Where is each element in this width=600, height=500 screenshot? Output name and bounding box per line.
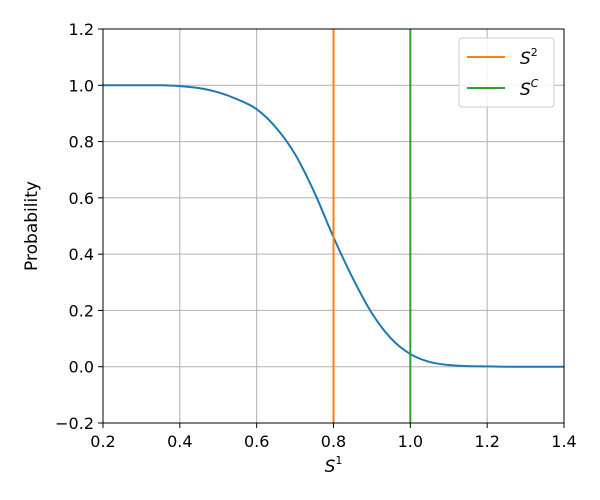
y-tick-label: 0.4 (69, 245, 94, 264)
y-tick-label: 0.6 (69, 189, 94, 208)
legend-label-s2-base: S (520, 49, 531, 69)
x-tick-label: 0.2 (90, 432, 115, 451)
legend-box (458, 37, 555, 108)
y-tick-label: 0.8 (69, 133, 94, 152)
y-tick-label: −0.2 (55, 414, 94, 433)
x-tick-label: 0.4 (167, 432, 192, 451)
legend: S2 SC (458, 37, 555, 108)
y-tick-label: 1.2 (69, 20, 94, 39)
legend-label-s2: S2 (520, 46, 538, 69)
x-tick-label: 0.8 (321, 432, 346, 451)
legend-label-s2-sup: 2 (531, 46, 538, 59)
y-axis-label: Probability (22, 181, 42, 271)
x-tick-label: 0.6 (244, 432, 269, 451)
x-axis-label: S1 (325, 454, 343, 477)
y-tick-label: 1.0 (69, 76, 94, 95)
series-layer (103, 29, 564, 423)
x-tick-label: 1.2 (474, 432, 499, 451)
legend-label-sc: SC (520, 77, 539, 100)
y-tick-label: 0.2 (69, 301, 94, 320)
x-tick-label: 1.4 (551, 432, 576, 451)
legend-label-sc-sup: C (531, 77, 539, 90)
tick-layer: 0.2 0.4 0.6 0.8 1.0 1.2 1.4 −0.2 0.0 0.2 0.4 0.6 0.8… (55, 20, 577, 451)
legend-label-sc-base: S (520, 80, 531, 100)
y-tick-label: 0.0 (69, 358, 94, 377)
x-tick-label: 1.0 (398, 432, 423, 451)
x-axis-label-base: S (325, 457, 336, 477)
x-axis-label-sup: 1 (335, 454, 342, 467)
